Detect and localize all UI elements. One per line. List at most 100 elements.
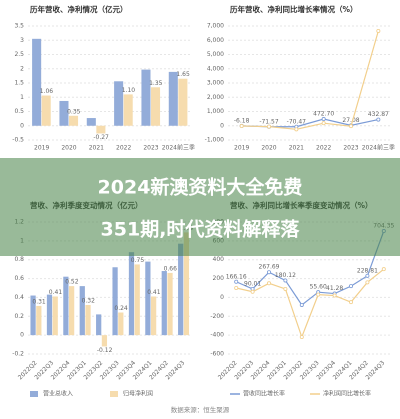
y-tick-label: 0.6 (14, 275, 24, 282)
y-tick-label: 4,000 (207, 65, 224, 72)
y-tick-label: -600 (210, 351, 224, 358)
data-label: 0.24 (114, 305, 128, 312)
point (348, 124, 353, 129)
y-tick-label: 3 (20, 37, 24, 44)
chart-title: 历年营收、净利同比增长率情况（%） (230, 4, 358, 14)
y-tick-label: 0 (220, 122, 224, 129)
line (235, 230, 385, 306)
bar (123, 94, 133, 126)
data-label: 1.65 (176, 71, 190, 78)
data-label: -6.18 (234, 117, 250, 124)
bar (69, 286, 75, 336)
data-label: 180.12 (275, 272, 296, 279)
bar (86, 118, 96, 126)
data-label: 0.75 (131, 257, 145, 264)
data-label: -0.12 (97, 347, 113, 354)
point (316, 292, 321, 297)
bar (41, 95, 51, 126)
bar (32, 38, 42, 126)
y-tick-label: -400 (210, 332, 224, 339)
overlay-band (0, 158, 400, 256)
bar (118, 312, 124, 336)
footer: 数据来源：恒生聚源 (171, 405, 230, 414)
point (365, 273, 370, 278)
bar (167, 272, 173, 336)
y-tick-label: 0 (20, 332, 24, 339)
point (365, 280, 370, 285)
legend-label: 净利润同比增长率 (323, 390, 371, 398)
bar (168, 71, 178, 126)
bar (151, 87, 161, 126)
data-label: 0.41 (147, 289, 161, 296)
point (250, 289, 255, 294)
x-tick-label: 2019 (234, 145, 249, 152)
y-tick-label: 6,000 (207, 37, 224, 44)
legend-swatch (30, 391, 38, 397)
bar (96, 125, 106, 134)
data-label: 472.70 (313, 111, 334, 118)
bar (114, 81, 124, 126)
bar (178, 243, 184, 336)
x-tick-label: 2024前三季 (162, 144, 195, 152)
y-tick-label: 0.5 (14, 108, 24, 115)
bar (151, 296, 157, 336)
x-tick-label: 2021 (89, 145, 104, 152)
y-tick-label: 1 (20, 94, 24, 101)
data-label: 27.08 (342, 117, 359, 124)
y-tick-label: 200 (213, 275, 225, 282)
y-tick-label: -1,000 (205, 137, 225, 144)
data-label: 228.81 (357, 267, 378, 274)
data-label: 0.32 (82, 297, 96, 304)
bar (183, 232, 190, 336)
point (283, 278, 288, 283)
y-tick-label: -200 (210, 313, 224, 320)
data-label: 166.16 (226, 273, 247, 280)
overlay-line: 2024新澳资料大全免费 (98, 176, 303, 199)
bar (85, 304, 91, 336)
bar (141, 69, 151, 126)
y-tick-label: -0.2 (12, 351, 24, 358)
bar (30, 295, 36, 336)
data-label: 41.28 (326, 285, 343, 292)
point (283, 286, 288, 291)
y-tick-label: 0.4 (14, 294, 24, 301)
y-tick-label: 1,000 (207, 108, 224, 115)
chart-title: 历年营收、净利情况（亿元） (30, 4, 128, 14)
y-tick-label: 0.8 (14, 256, 24, 263)
y-tick-label: 2,000 (207, 94, 224, 101)
point (332, 293, 337, 298)
point (321, 121, 326, 126)
legend-label: 营收同比增长率 (243, 390, 285, 398)
point (294, 127, 299, 132)
point (234, 285, 239, 290)
x-tick-label: 2020 (261, 145, 276, 152)
legend-swatch (110, 391, 118, 397)
point (348, 284, 353, 289)
legend-label: 归母净利润 (123, 390, 153, 398)
point (266, 270, 271, 275)
bar (96, 314, 102, 336)
x-tick-label: 2022 (116, 145, 131, 152)
y-tick-label: 1.5 (14, 80, 24, 87)
data-label: 1.35 (149, 80, 163, 87)
y-tick-label: 7,000 (207, 23, 224, 30)
point (381, 267, 386, 272)
point (321, 117, 326, 122)
bar (101, 335, 108, 347)
data-label: 432.87 (368, 111, 389, 118)
bar (178, 78, 188, 126)
bar (145, 261, 151, 336)
data-label: 0.41 (49, 289, 63, 296)
bar (59, 100, 69, 126)
y-tick-label: 400 (213, 256, 225, 263)
y-tick-label: 0 (220, 294, 224, 301)
point (299, 335, 304, 340)
point (376, 117, 381, 122)
point (376, 28, 381, 33)
data-label: 0.52 (65, 279, 79, 286)
data-label: 1.06 (40, 88, 54, 95)
y-tick-label: 0 (20, 122, 24, 129)
line (236, 268, 385, 339)
point (266, 124, 271, 129)
bar (36, 305, 42, 336)
